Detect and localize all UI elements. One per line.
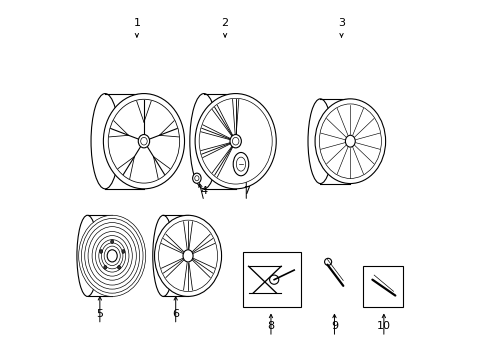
Ellipse shape bbox=[103, 266, 106, 269]
Ellipse shape bbox=[138, 135, 149, 148]
Bar bbox=[242, 252, 300, 307]
Text: 5: 5 bbox=[96, 309, 103, 319]
Text: 9: 9 bbox=[330, 321, 337, 332]
Ellipse shape bbox=[233, 153, 248, 176]
Bar bbox=[362, 266, 403, 307]
Ellipse shape bbox=[79, 215, 145, 296]
Ellipse shape bbox=[192, 173, 201, 183]
Ellipse shape bbox=[229, 135, 241, 148]
Ellipse shape bbox=[108, 99, 179, 183]
Ellipse shape bbox=[195, 94, 276, 189]
Ellipse shape bbox=[232, 138, 239, 145]
Ellipse shape bbox=[199, 98, 272, 184]
Ellipse shape bbox=[103, 94, 184, 189]
Text: 1: 1 bbox=[133, 18, 140, 28]
Ellipse shape bbox=[314, 99, 385, 184]
Ellipse shape bbox=[154, 215, 221, 296]
Ellipse shape bbox=[345, 135, 355, 147]
Ellipse shape bbox=[141, 138, 147, 145]
Text: 8: 8 bbox=[267, 321, 274, 332]
Text: 3: 3 bbox=[337, 18, 345, 28]
Text: 7: 7 bbox=[242, 186, 249, 195]
Ellipse shape bbox=[107, 250, 117, 262]
Ellipse shape bbox=[183, 250, 193, 262]
Ellipse shape bbox=[117, 266, 121, 269]
Text: 4: 4 bbox=[200, 186, 207, 195]
Text: 10: 10 bbox=[376, 321, 390, 332]
Ellipse shape bbox=[158, 220, 217, 292]
Ellipse shape bbox=[122, 249, 124, 253]
Text: 6: 6 bbox=[172, 309, 179, 319]
Ellipse shape bbox=[319, 104, 381, 179]
Text: 2: 2 bbox=[221, 18, 228, 28]
Ellipse shape bbox=[100, 249, 102, 253]
Ellipse shape bbox=[110, 240, 114, 243]
